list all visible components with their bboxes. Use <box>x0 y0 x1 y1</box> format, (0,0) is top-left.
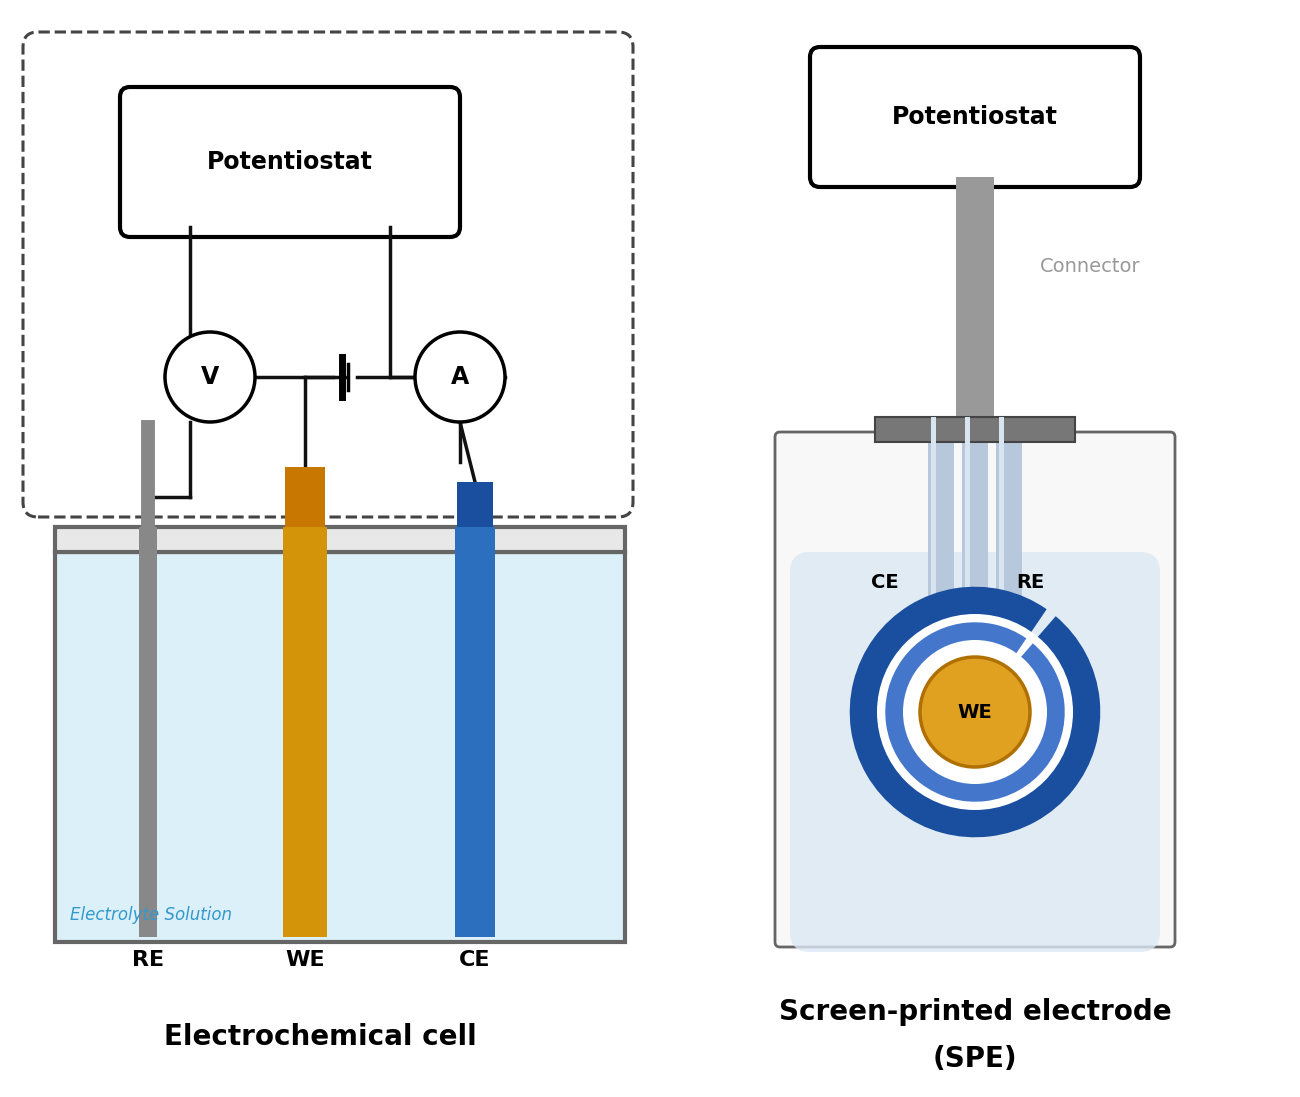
Circle shape <box>165 332 255 422</box>
Bar <box>283 527 328 552</box>
Bar <box>996 417 1022 682</box>
Text: WE: WE <box>285 950 325 970</box>
Bar <box>139 552 157 937</box>
Text: Screen-printed electrode: Screen-printed electrode <box>779 998 1171 1026</box>
Bar <box>962 417 988 682</box>
Text: Connector: Connector <box>1040 258 1140 276</box>
Text: Electrochemical cell: Electrochemical cell <box>164 1024 476 1051</box>
Bar <box>965 417 970 682</box>
Bar <box>455 552 495 937</box>
FancyBboxPatch shape <box>775 432 1175 947</box>
Bar <box>55 552 625 942</box>
Text: RE: RE <box>131 950 164 970</box>
Text: CE: CE <box>459 950 491 970</box>
Bar <box>455 527 495 552</box>
Text: WE: WE <box>958 702 992 722</box>
Text: Potentiostat: Potentiostat <box>892 105 1058 129</box>
Bar <box>875 417 1075 442</box>
Bar <box>55 527 625 552</box>
Bar <box>458 482 493 527</box>
Text: V: V <box>202 365 220 389</box>
Circle shape <box>903 640 1046 784</box>
Bar <box>956 177 994 437</box>
FancyBboxPatch shape <box>120 87 460 237</box>
Text: (SPE): (SPE) <box>932 1045 1018 1073</box>
Text: A: A <box>451 365 469 389</box>
Text: Electrolyte Solution: Electrolyte Solution <box>70 906 231 924</box>
Bar <box>283 552 328 937</box>
Circle shape <box>415 332 504 422</box>
Circle shape <box>920 657 1030 767</box>
FancyBboxPatch shape <box>810 47 1140 186</box>
Text: Potentiostat: Potentiostat <box>207 150 373 174</box>
Bar <box>931 417 936 682</box>
FancyBboxPatch shape <box>790 552 1160 952</box>
Bar <box>285 467 325 527</box>
Bar <box>998 417 1004 682</box>
Bar <box>928 417 954 682</box>
Circle shape <box>878 614 1072 810</box>
Bar <box>139 527 157 552</box>
Text: CE: CE <box>871 573 898 592</box>
Text: RE: RE <box>1015 573 1044 592</box>
